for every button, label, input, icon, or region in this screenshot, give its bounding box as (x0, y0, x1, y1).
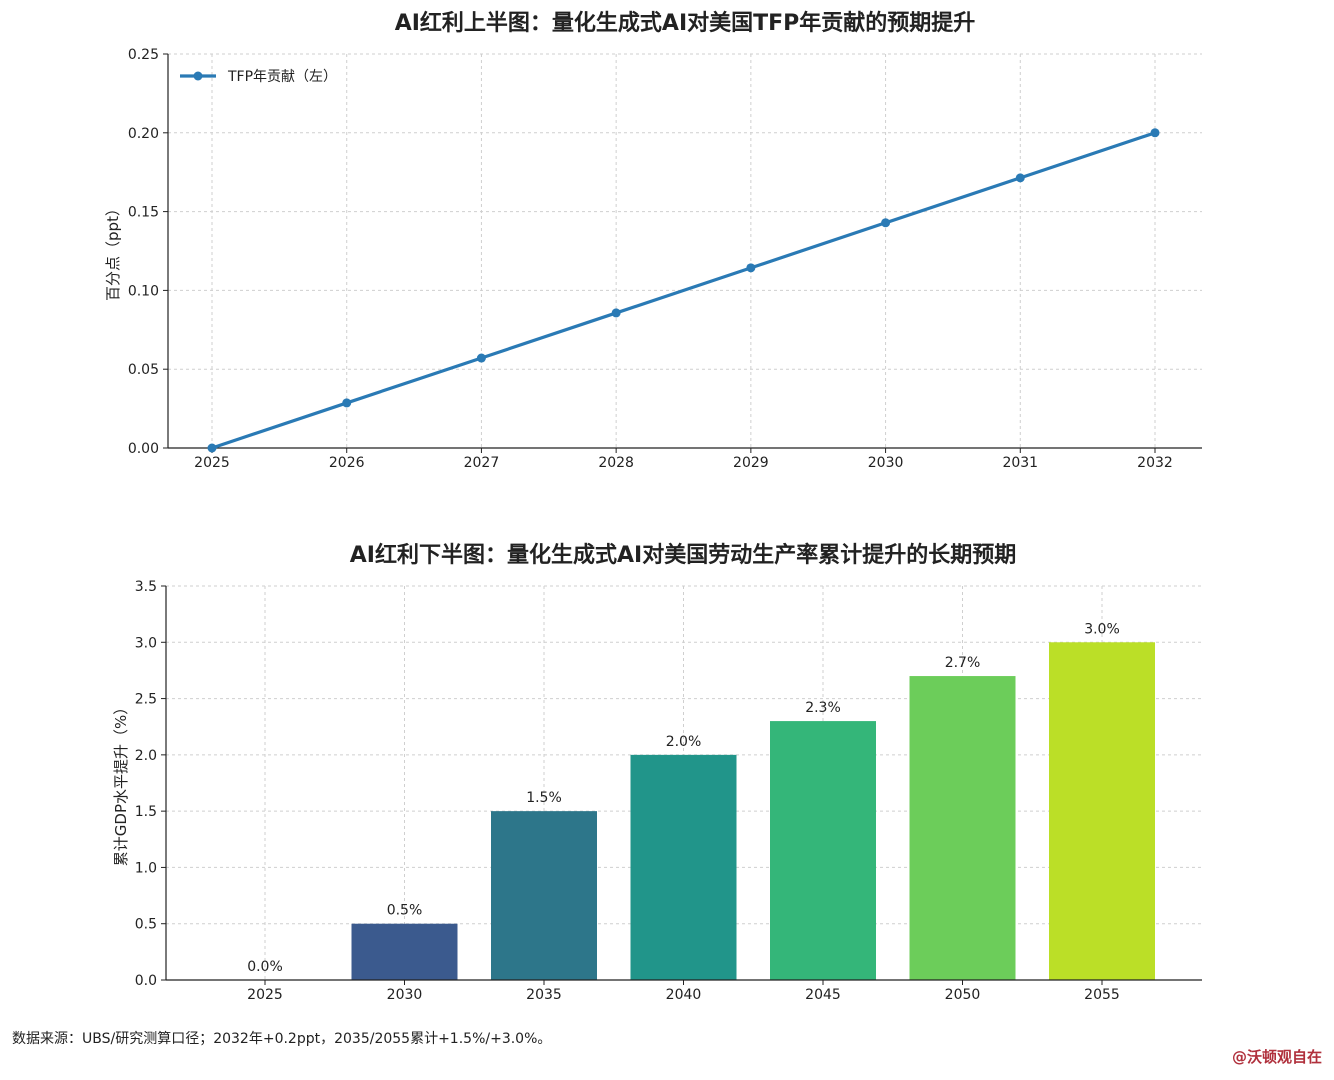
bottom-y-tick-label: 2.0 (135, 748, 157, 764)
tfp-data-point (1150, 128, 1160, 138)
bar-data-label: 3.0% (1084, 621, 1120, 637)
top-y-tick-label: 0.20 (128, 126, 159, 142)
bar-2050 (909, 676, 1016, 980)
top-y-tick-label: 0.15 (128, 205, 159, 221)
top-x-tick-label: 2030 (868, 455, 904, 471)
bar-data-label: 0.5% (387, 903, 423, 919)
top-chart-title: AI红利上半图：量化生成式AI对美国TFP年贡献的预期提升 (395, 10, 976, 36)
author-watermark: @沃顿观自在 (1231, 1048, 1322, 1066)
top-x-tick-label: 2026 (329, 455, 365, 471)
data-source-note: 数据来源：UBS/研究测算口径；2032年+0.2ppt，2035/2055累计… (12, 1031, 552, 1047)
bottom-y-tick-label: 3.0 (135, 635, 157, 651)
top-x-tick-label: 2025 (194, 455, 230, 471)
bottom-y-tick-label: 1.0 (135, 860, 157, 876)
bottom-x-tick-label: 2055 (1084, 987, 1120, 1003)
bottom-x-tick-label: 2025 (247, 987, 283, 1003)
legend-marker (193, 71, 203, 81)
tfp-data-point (1015, 173, 1025, 183)
top-x-tick-label: 2029 (733, 455, 769, 471)
legend-label: TFP年贡献（左） (227, 69, 337, 85)
tfp-series-line (211, 131, 1156, 450)
top-x-tick-label: 2028 (598, 455, 634, 471)
tfp-data-point (476, 353, 486, 363)
tfp-data-point (342, 398, 352, 408)
top-x-tick-label: 2027 (464, 455, 500, 471)
bottom-bar-chart: AI红利下半图：量化生成式AI对美国劳动生产率累计提升的长期预期 0.0 0.5 1.… (112, 542, 1202, 1003)
bottom-x-tick-label: 2030 (387, 987, 423, 1003)
bottom-y-tick-label: 2.5 (135, 692, 157, 708)
bar-data-label: 2.3% (805, 700, 841, 716)
bottom-chart-title: AI红利下半图：量化生成式AI对美国劳动生产率累计提升的长期预期 (350, 542, 1016, 568)
tfp-data-point (746, 263, 756, 273)
top-y-tick-label: 0.05 (128, 362, 159, 378)
top-y-axis-label: 百分点（ppt） (104, 201, 122, 301)
bottom-y-tick-label: 0.0 (135, 973, 157, 989)
top-y-tick-label: 0.25 (128, 47, 159, 63)
top-legend: TFP年贡献（左） (180, 69, 337, 85)
tfp-data-point (207, 443, 217, 453)
bar-data-label: 2.7% (945, 655, 981, 671)
bar-2035 (491, 811, 597, 980)
bottom-y-axis-label: 累计GDP水平提升（%） (112, 700, 130, 866)
bottom-x-tick-label: 2035 (526, 987, 562, 1003)
bar-data-label: 0.0% (247, 959, 283, 975)
bottom-y-tick-label: 3.5 (135, 579, 157, 595)
bottom-x-tick-label: 2040 (666, 987, 702, 1003)
top-x-tick-label: 2032 (1137, 455, 1173, 471)
top-line-chart: AI红利上半图：量化生成式AI对美国TFP年贡献的预期提升 0.00 0.05 0.1… (104, 10, 1202, 471)
top-y-tick-label: 0.10 (128, 283, 159, 299)
bar-2030 (351, 923, 458, 980)
bar-2040 (630, 754, 737, 980)
bottom-y-tick-label: 1.5 (135, 804, 157, 820)
bottom-y-tick-label: 0.5 (135, 917, 157, 933)
bar-2045 (770, 721, 876, 980)
bottom-x-tick-label: 2050 (945, 987, 981, 1003)
bar-2055 (1049, 642, 1155, 980)
tfp-data-point (881, 218, 891, 228)
bar-data-label: 1.5% (526, 790, 562, 806)
bottom-x-tick-label: 2045 (805, 987, 841, 1003)
bar-data-label: 2.0% (666, 734, 702, 750)
top-y-tick-label: 0.00 (128, 441, 159, 457)
top-x-tick-label: 2031 (1002, 455, 1038, 471)
tfp-data-point (611, 308, 621, 318)
